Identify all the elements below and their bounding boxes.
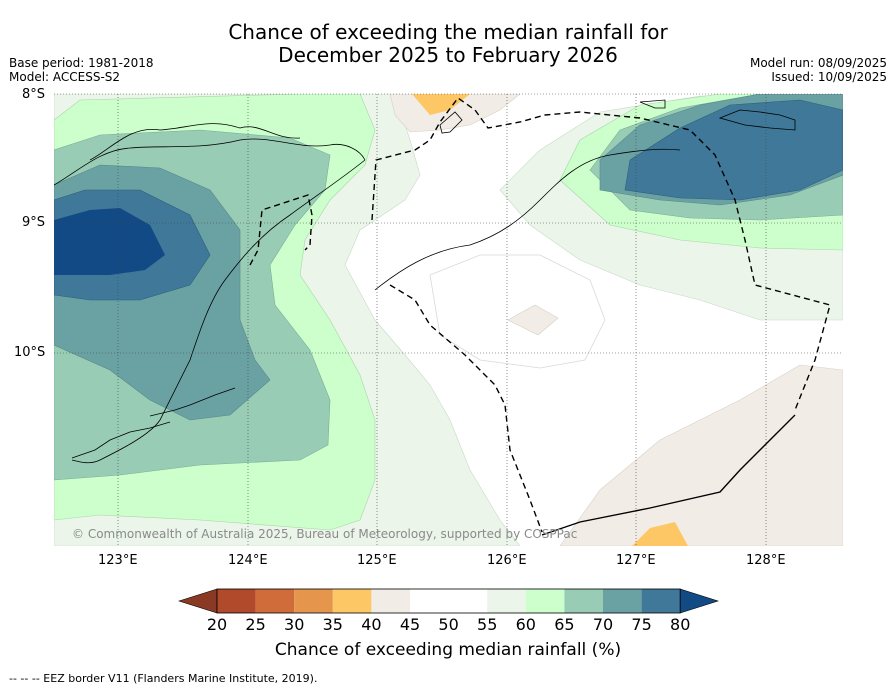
colorbar-tick-label: 35 <box>322 615 343 634</box>
rainfall-contours <box>54 94 843 546</box>
colorbar-segment-40-45 <box>371 589 410 613</box>
colorbar-tick-label: 55 <box>477 615 498 634</box>
colorbar-segment-55-60 <box>487 589 526 613</box>
lon-label-127e: 127°E <box>616 553 656 568</box>
colorbar-tick-label: 45 <box>399 615 421 634</box>
lat-label-10s: 10°S <box>14 345 46 360</box>
copyright-notice: © Commonwealth of Australia 2025, Bureau… <box>72 527 578 541</box>
colorbar-segment-70-75 <box>603 589 642 613</box>
colorbar-tick-label: 75 <box>631 615 652 634</box>
chart-title-line1: Chance of exceeding the median rainfall … <box>228 20 668 44</box>
colorbar-segment-35-40 <box>332 589 372 613</box>
contour-40-45-south <box>559 364 843 546</box>
lon-label-126e: 126°E <box>487 553 527 568</box>
colorbar-segment-75-80 <box>641 589 681 613</box>
lon-label-128e: 128°E <box>746 553 786 568</box>
colorbar-tick-label: 25 <box>245 615 266 634</box>
contour-75-80-east <box>624 99 843 201</box>
colorbar-tick-label: 20 <box>206 615 228 634</box>
colorbar-segment-gt80 <box>679 588 719 614</box>
colorbar-tick-label: 70 <box>592 615 614 634</box>
colorbar-tick-label: 65 <box>554 615 575 634</box>
contour-40-45-island <box>507 304 559 336</box>
colorbar-segment-45-50 <box>410 589 449 613</box>
lon-label-125e: 125°E <box>357 553 397 568</box>
colorbar-title: Chance of exceeding median rainfall (%) <box>274 640 622 660</box>
colorbar-tick-label: 30 <box>284 615 305 634</box>
issued-label: Issued: 10/09/2025 <box>771 70 887 84</box>
colorbar-segment-20-25 <box>217 589 256 613</box>
contour-35-40-south <box>632 522 688 546</box>
base-period-label: Base period: 1981-2018 <box>9 56 154 70</box>
colorbar-segment-25-30 <box>255 589 295 613</box>
model-label: Model: ACCESS-S2 <box>9 70 121 84</box>
coastlines <box>54 99 796 464</box>
gridlines <box>54 93 843 546</box>
lon-label-123e: 123°E <box>98 553 138 568</box>
colorbar-segment-30-35 <box>294 589 333 613</box>
colorbar-tick-label: 80 <box>670 615 691 634</box>
lon-label-124e: 124°E <box>228 553 268 568</box>
contour-50-line <box>429 254 606 369</box>
colorbar-tick-label: 60 <box>515 615 536 634</box>
colorbar-segment-50-55 <box>448 589 488 613</box>
colorbar-segment-60-65 <box>525 589 565 613</box>
colorbar <box>178 588 719 614</box>
eez-border <box>249 97 831 533</box>
eez-footnote: -- -- -- EEZ border V11 (Flanders Marine… <box>9 672 318 685</box>
chart-title-line2: December 2025 to February 2026 <box>278 43 618 67</box>
lat-label-8s: 8°S <box>22 87 46 102</box>
colorbar-segment-lt20 <box>178 588 218 614</box>
contour-35-40-north <box>412 94 470 115</box>
contour-gt80 <box>54 208 165 275</box>
colorbar-tick-label: 50 <box>438 615 459 634</box>
colorbar-segment-65-70 <box>564 589 603 613</box>
eez-border-solid <box>541 414 796 536</box>
colorbar-tick-label: 40 <box>361 615 382 634</box>
lat-label-9s: 9°S <box>22 215 46 230</box>
model-run-label: Model run: 08/09/2025 <box>749 56 887 70</box>
